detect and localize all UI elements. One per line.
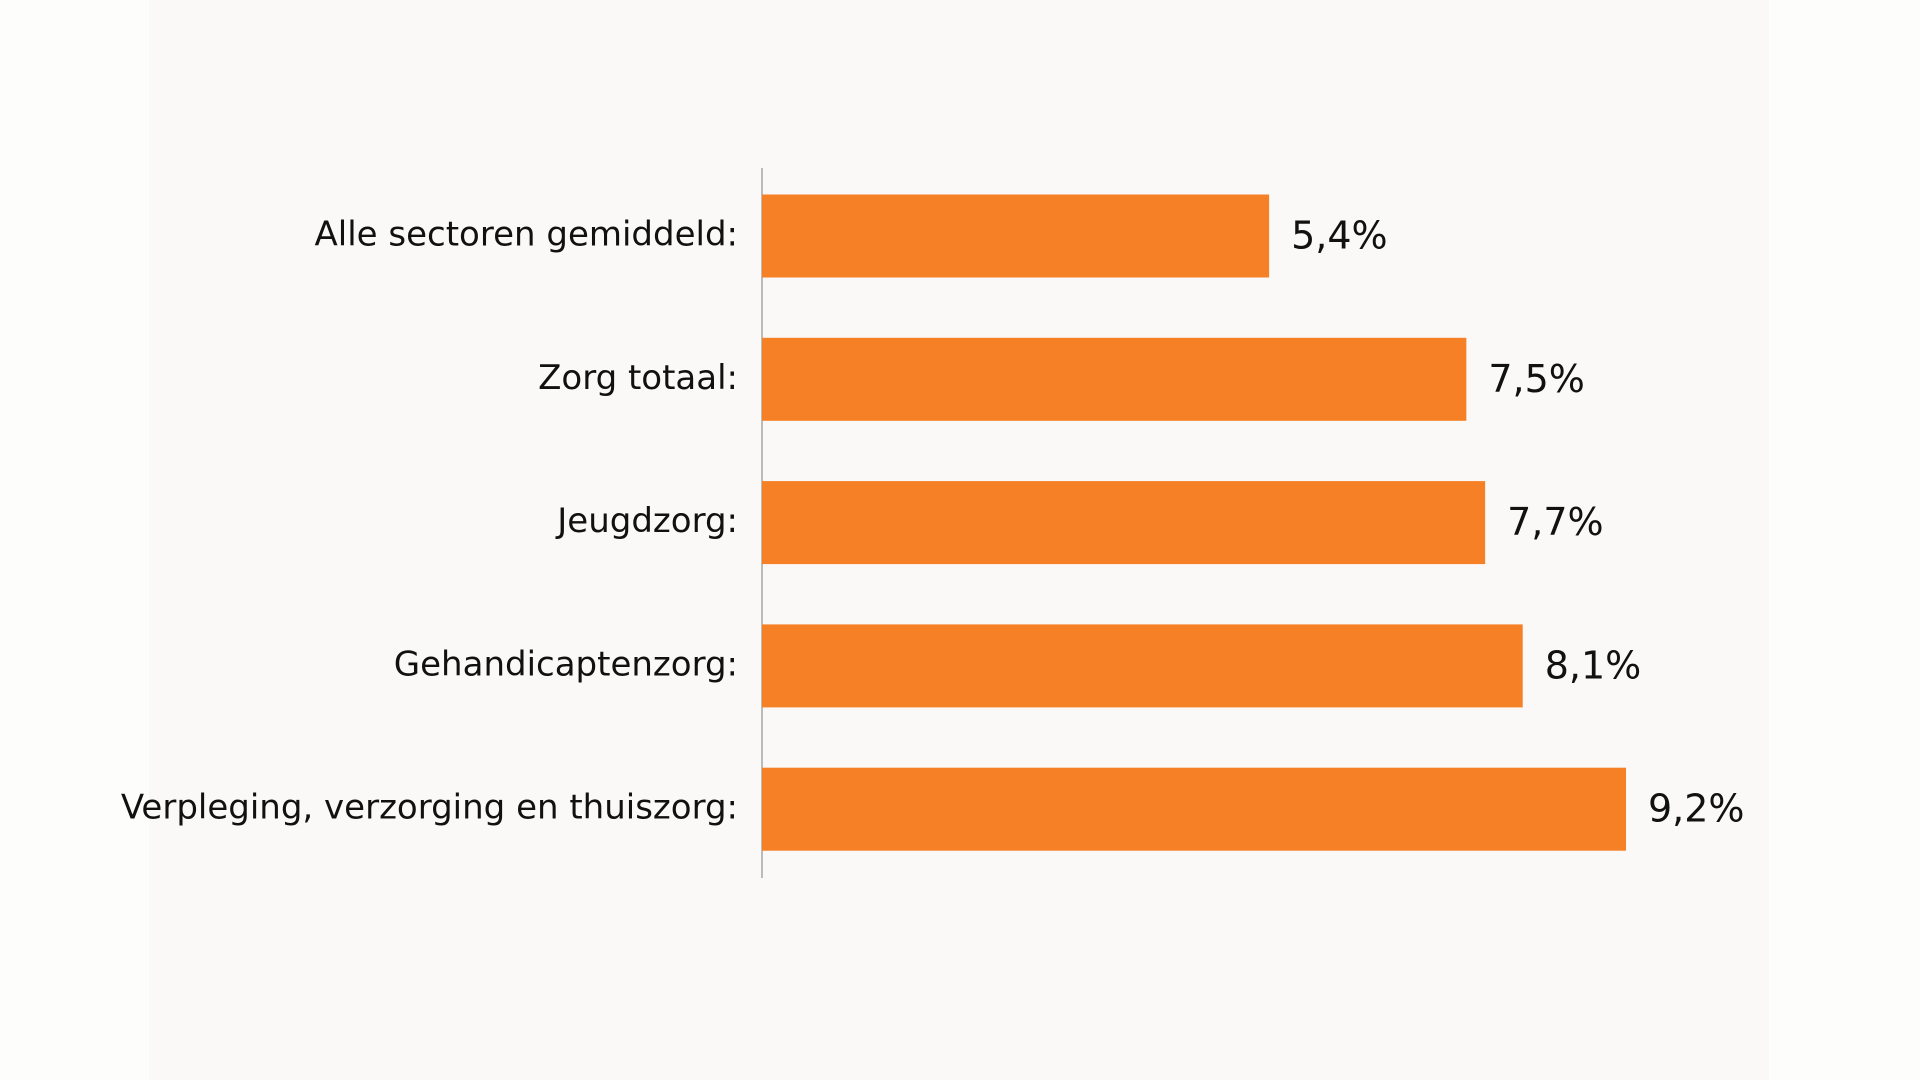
- value-label: 7,7%: [1507, 500, 1604, 544]
- category-label: Zorg totaal:: [538, 358, 738, 398]
- category-label: Verpleging, verzorging en thuiszorg:: [121, 788, 738, 828]
- category-label: Jeugdzorg:: [555, 501, 738, 541]
- value-label: 9,2%: [1648, 787, 1745, 831]
- bar: [762, 624, 1523, 708]
- category-label: Gehandicaptenzorg:: [394, 644, 738, 684]
- bar: [762, 767, 1626, 851]
- value-label: 8,1%: [1545, 643, 1642, 687]
- bar: [762, 337, 1467, 421]
- category-label: Alle sectoren gemiddeld:: [315, 215, 738, 255]
- bar: [762, 194, 1270, 278]
- value-label: 5,4%: [1291, 214, 1388, 258]
- bar: [762, 481, 1486, 565]
- value-label: 7,5%: [1488, 357, 1585, 401]
